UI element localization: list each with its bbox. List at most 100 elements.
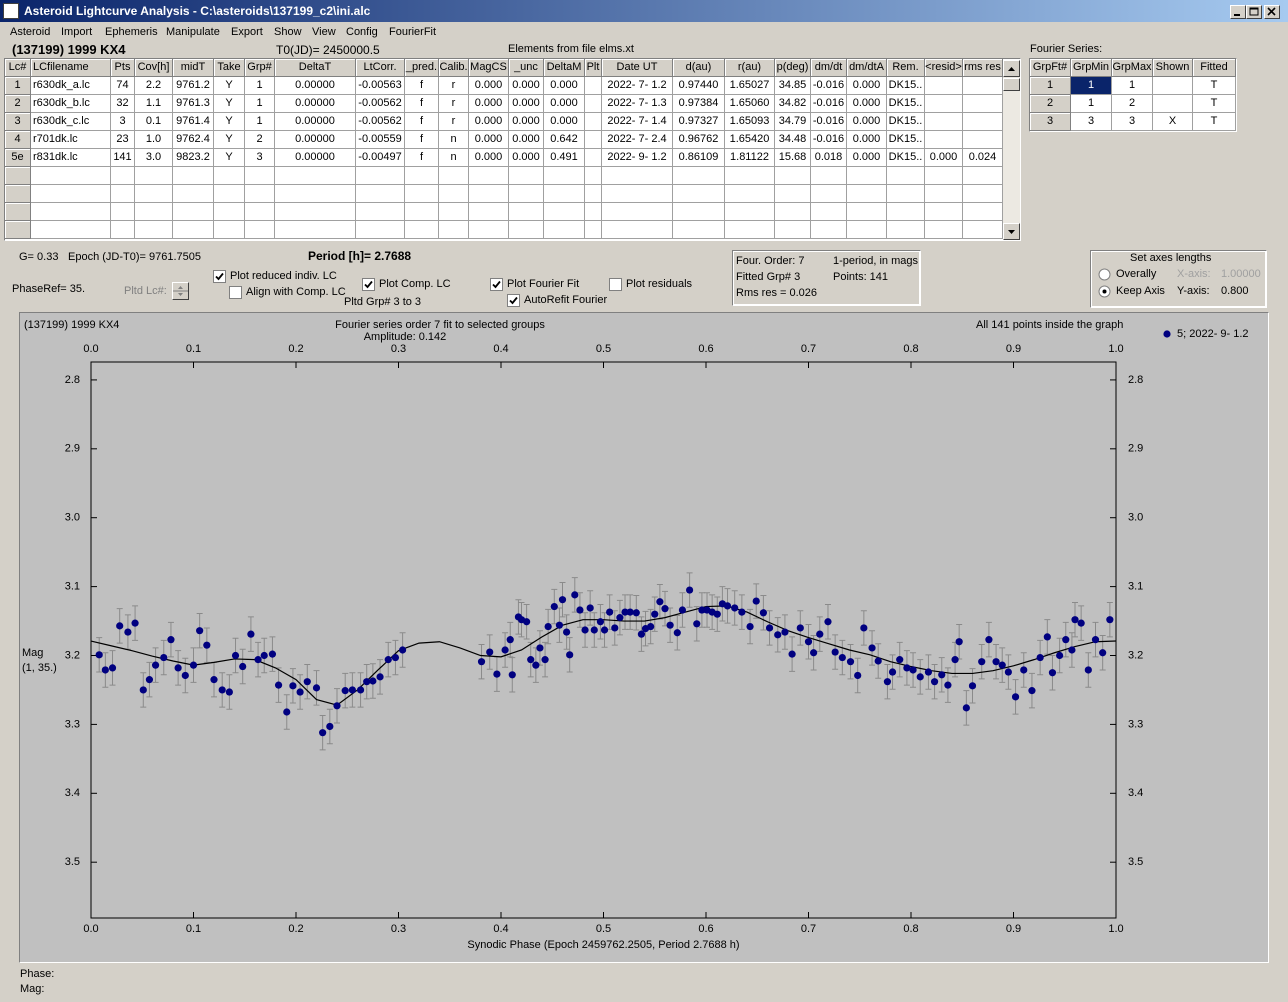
table-cell	[111, 167, 135, 185]
maximize-button[interactable]	[1246, 5, 1262, 19]
y-tick-label: 3.0	[1128, 512, 1143, 524]
app-icon	[3, 3, 19, 19]
data-point	[746, 622, 754, 631]
x-tick-label: 0.2	[288, 343, 303, 355]
data-point	[1043, 633, 1051, 641]
menu-item[interactable]: Import	[61, 26, 93, 38]
table-cell: 0.018	[811, 149, 847, 167]
data-point	[532, 661, 540, 669]
radio-button[interactable]	[1098, 285, 1111, 298]
table-cell: -0.00497	[356, 149, 405, 167]
data-point	[616, 614, 624, 622]
data-point	[576, 606, 584, 614]
menu-item[interactable]: View	[312, 26, 336, 38]
checkbox[interactable]	[507, 294, 520, 307]
checkbox[interactable]	[213, 270, 226, 283]
data-point	[810, 649, 818, 657]
table-cell[interactable]: 3	[1071, 113, 1112, 131]
table-scrollbar[interactable]	[1003, 60, 1020, 240]
window-title: Asteroid Lightcurve Analysis - C:\astero…	[24, 4, 371, 18]
table-cell[interactable]: 3	[1112, 113, 1153, 131]
table-cell: 0.000	[544, 95, 585, 113]
table-cell: 0.000	[509, 95, 544, 113]
data-point	[376, 673, 384, 681]
row-header: 5e	[5, 149, 31, 167]
table-cell: r831dk.lc	[31, 149, 111, 167]
table-cell: 0.000	[544, 113, 585, 131]
x-tick-label: 0.1	[186, 343, 201, 355]
table-cell	[585, 149, 602, 167]
table-cell	[405, 185, 439, 203]
data-point	[637, 630, 646, 638]
table-cell[interactable]: 1	[1071, 77, 1112, 95]
table-cell: 0.000	[469, 113, 509, 131]
table-cell: r630dk_a.lc	[31, 77, 111, 95]
menu-item[interactable]: Manipulate	[166, 26, 220, 38]
phase-ref: PhaseRef= 35.	[12, 283, 86, 295]
data-point	[1071, 616, 1079, 624]
radio-dot	[1102, 289, 1107, 294]
table-cell	[725, 203, 775, 221]
table-cell: 1.81122	[725, 149, 775, 167]
menu-item[interactable]: Config	[346, 26, 378, 38]
table-cell[interactable]: T	[1193, 95, 1236, 113]
data-point	[1077, 619, 1085, 627]
table-cell: DK15..	[887, 95, 925, 113]
legend-marker	[1163, 330, 1171, 338]
fourier-label: Fourier Series:	[1030, 43, 1103, 55]
table-cell[interactable]: X	[1153, 113, 1193, 131]
data-point	[508, 671, 516, 679]
data-point	[124, 628, 132, 636]
checkbox[interactable]	[609, 278, 622, 291]
table-cell[interactable]: T	[1193, 77, 1236, 95]
menu-item[interactable]: Export	[231, 26, 263, 38]
data-point	[101, 666, 109, 674]
radio-button[interactable]	[1098, 268, 1111, 281]
table-cell	[509, 203, 544, 221]
table-cell	[469, 185, 509, 203]
checkbox[interactable]	[229, 286, 242, 299]
table-cell: Y	[214, 95, 245, 113]
table-cell: 0.000	[509, 113, 544, 131]
menu-item[interactable]: FourierFit	[389, 26, 437, 38]
table-cell[interactable]: 1	[1071, 95, 1112, 113]
data-point	[661, 605, 669, 613]
table-cell: 0.000	[469, 77, 509, 95]
table-cell	[811, 221, 847, 239]
table-cell: 1.65060	[725, 95, 775, 113]
data-point	[752, 597, 760, 605]
table-cell	[173, 221, 214, 239]
menu-item[interactable]: Ephemeris	[105, 26, 158, 38]
table-cell[interactable]: 2	[1112, 95, 1153, 113]
column-header: DeltaM	[544, 59, 585, 77]
close-button[interactable]	[1264, 5, 1280, 19]
table-cell: DK15..	[887, 77, 925, 95]
minimize-button[interactable]	[1230, 5, 1246, 19]
table-cell: 0.000	[469, 149, 509, 167]
pltd-grp: Pltd Grp# 3 to 3	[344, 296, 422, 308]
table-cell	[925, 95, 963, 113]
table-cell[interactable]	[1153, 95, 1193, 113]
checkbox[interactable]	[362, 278, 375, 291]
table-cell: -0.016	[811, 95, 847, 113]
data-point	[581, 626, 589, 634]
status-phase: Phase:	[20, 968, 55, 980]
table-cell	[135, 221, 173, 239]
column-header: p(deg)	[775, 59, 811, 77]
lc-spinner[interactable]	[172, 282, 189, 300]
row-header	[5, 185, 31, 203]
data-point	[493, 670, 501, 678]
menu-item[interactable]: Asteroid	[10, 26, 51, 38]
radio-label: Keep Axis	[1116, 285, 1165, 297]
table-cell: 0.000	[847, 113, 887, 131]
data-point	[978, 658, 986, 666]
table-cell	[135, 167, 173, 185]
table-cell[interactable]: 1	[1112, 77, 1153, 95]
table-cell: 0.96762	[673, 131, 725, 149]
table-cell[interactable]: T	[1193, 113, 1236, 131]
table-cell[interactable]	[1153, 77, 1193, 95]
data-point	[356, 686, 365, 694]
menu-item[interactable]: Show	[274, 26, 302, 38]
table-cell	[544, 221, 585, 239]
checkbox[interactable]	[490, 278, 503, 291]
